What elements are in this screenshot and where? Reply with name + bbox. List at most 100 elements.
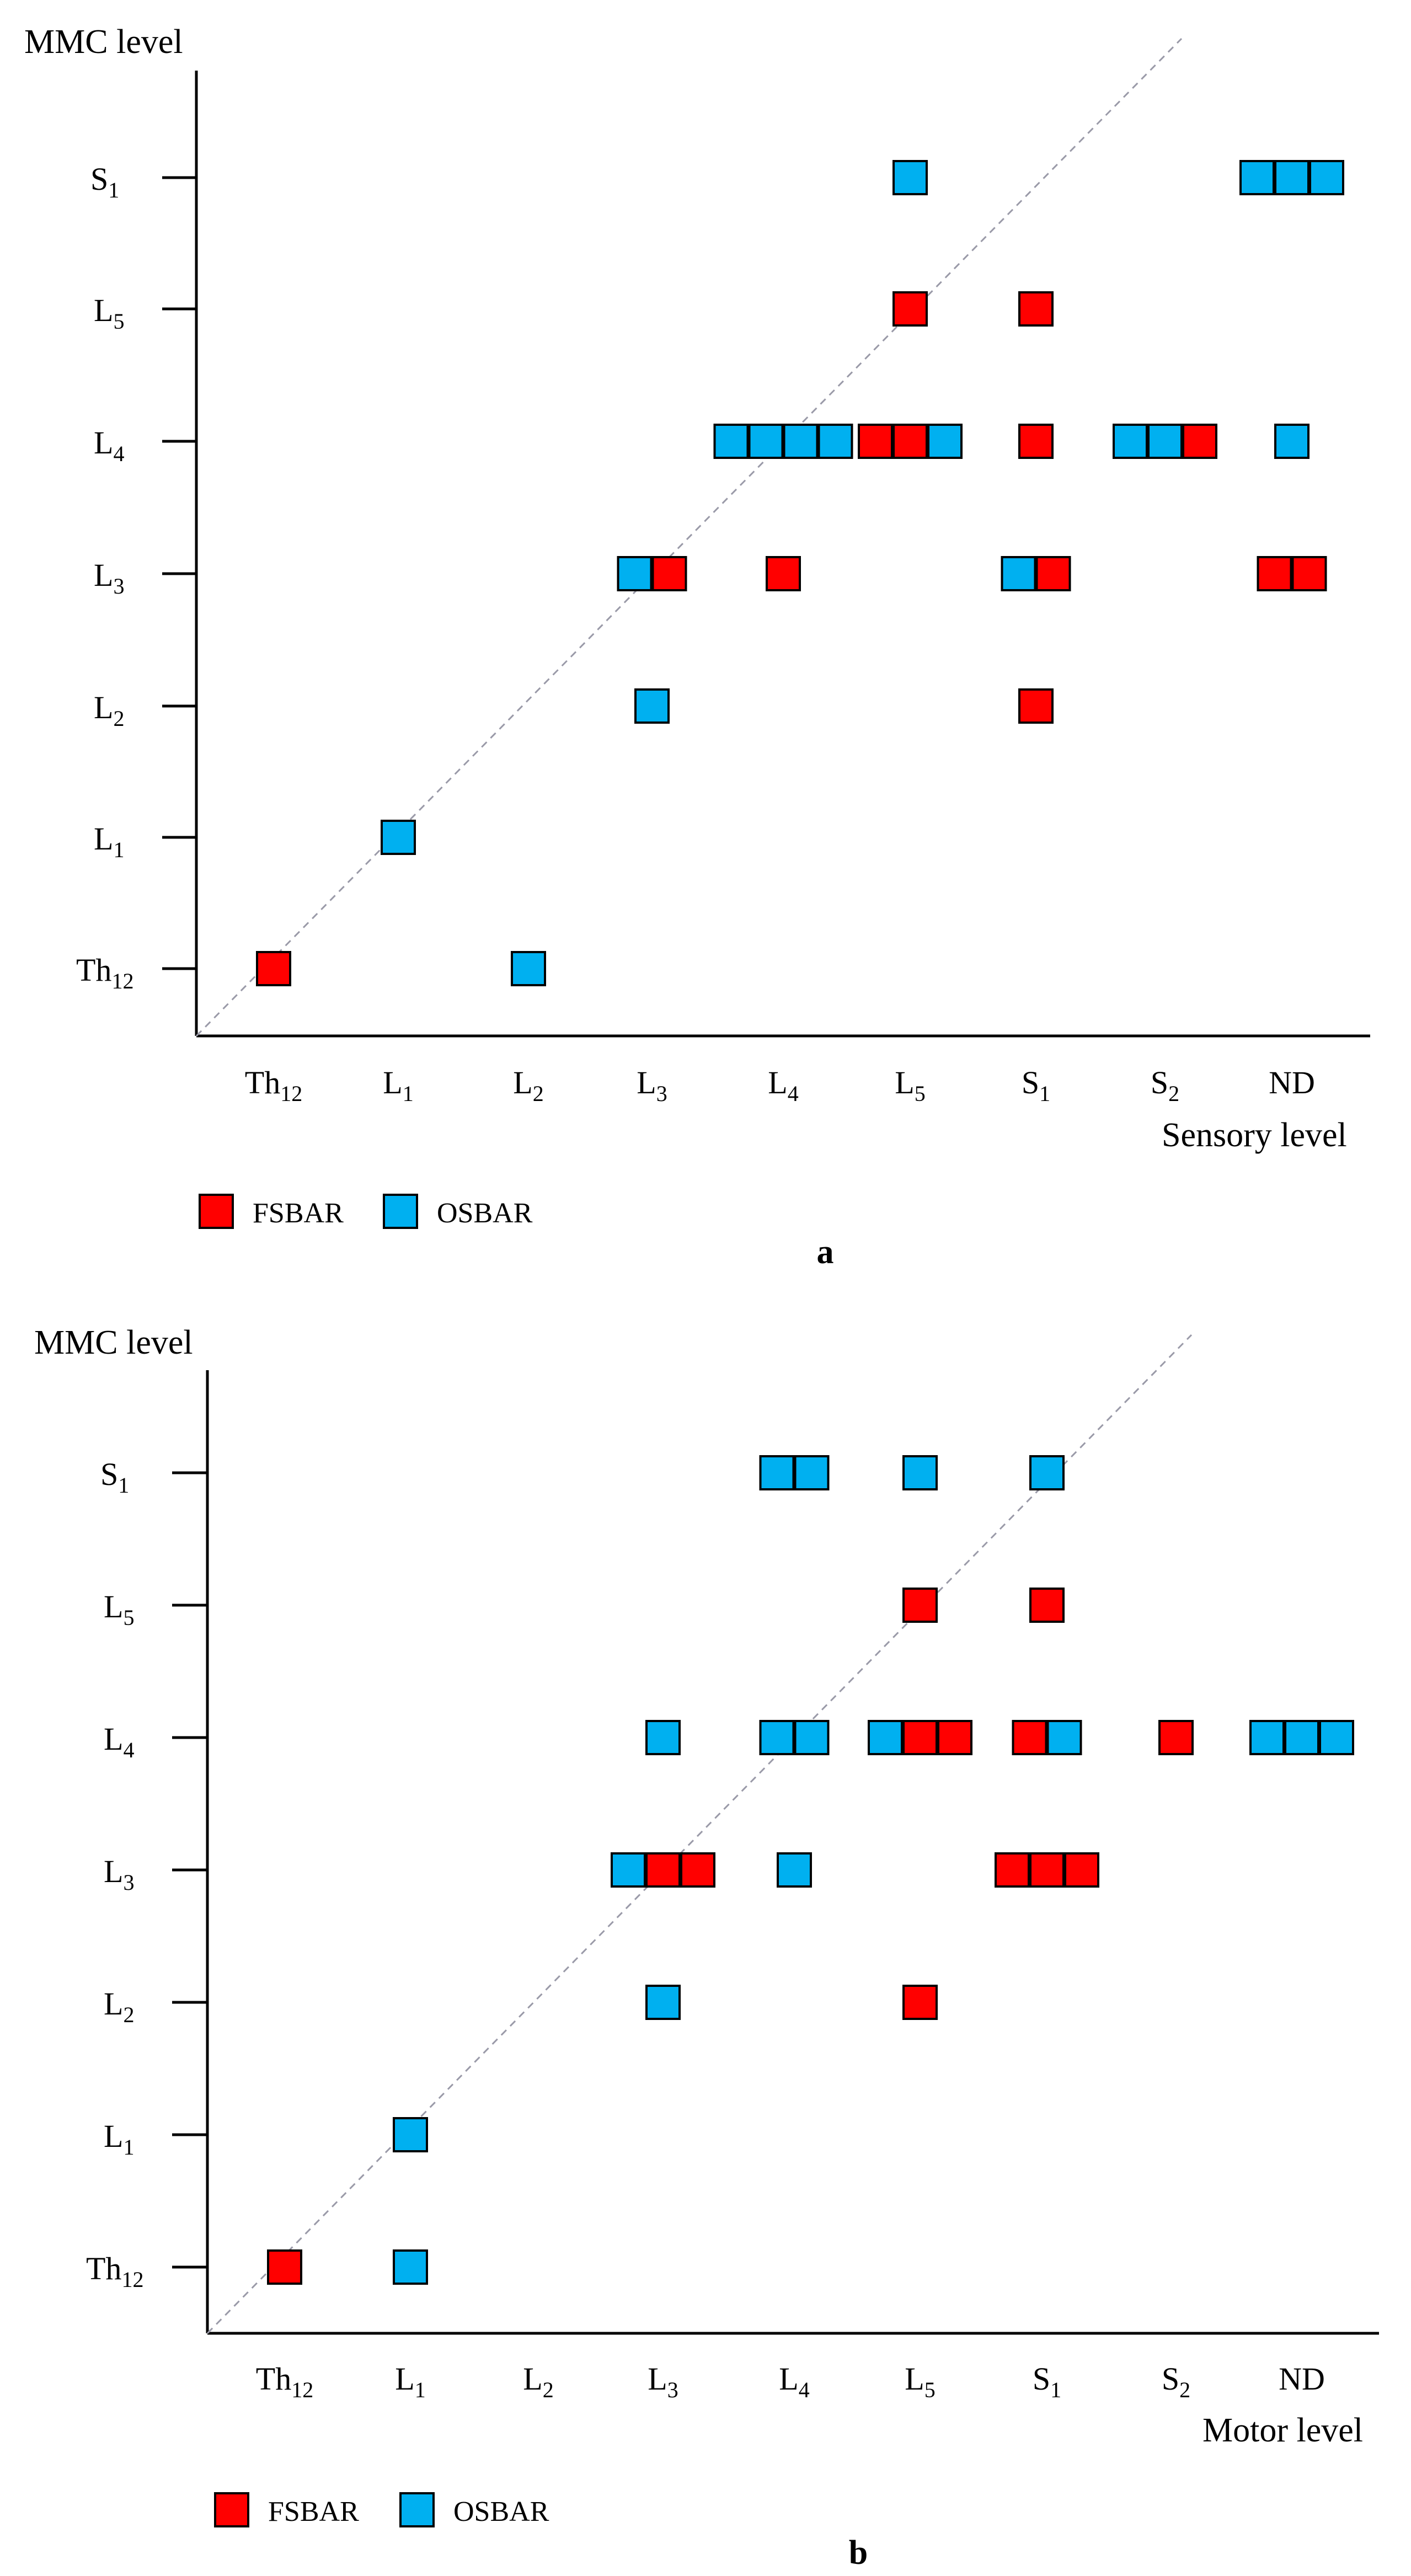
panel-b-mark-fsbar-s1-l4 xyxy=(1012,1720,1047,1755)
panel-b-mark-osbar-l4-s1 xyxy=(794,1455,830,1490)
panel-a-y-tick-label-l1: L1 xyxy=(94,821,124,862)
panel-a-mark-fsbar-l5-l5 xyxy=(892,291,928,327)
panel-a-mark-osbar-nd-s1 xyxy=(1309,160,1344,195)
panel-a-y-tick-label-l5: L5 xyxy=(94,292,124,334)
panel-a-xlabel: Sensory level xyxy=(1162,1116,1347,1154)
panel-a-mark-osbar-l4-l4 xyxy=(817,424,853,459)
panel-b-mark-fsbar-s2-l4 xyxy=(1158,1720,1194,1755)
panel-a-mark-fsbar-l5-l4 xyxy=(858,424,893,459)
panel-b-y-tick-label-l5: L5 xyxy=(104,1589,134,1630)
panel-b-mark-fsbar-s1-l3 xyxy=(1029,1852,1065,1888)
panel-b-x-tick-label-l3: L3 xyxy=(648,2361,678,2402)
panel-b-mark-fsbar-l5-l2 xyxy=(902,1985,938,2020)
panel-b-mark-osbar-l3-l3 xyxy=(611,1852,646,1888)
panel-b-y-tick-label-l4: L4 xyxy=(104,1721,134,1762)
panel-b-mark-fsbar-l5-l5 xyxy=(902,1588,938,1623)
panel-b-mark-fsbar-l3-l3 xyxy=(645,1852,681,1888)
panel-b-legend: FSBAR OSBAR xyxy=(214,2492,549,2527)
panel-a-mark-fsbar-nd-l3 xyxy=(1291,556,1327,591)
panel-a-mark-osbar-nd-s1 xyxy=(1239,160,1275,195)
panel-a-mark-fsbar-s1-l4 xyxy=(1018,424,1054,459)
panel-a-mark-osbar-l3-l2 xyxy=(634,688,670,724)
panel-a-x-tick-label-l2: L2 xyxy=(513,1065,543,1106)
panel-a-mark-osbar-l4-l4 xyxy=(783,424,819,459)
panel-a-y-tick-labels: Th12 L1 L2 L3 L4 L5 S1 xyxy=(76,161,133,993)
panel-b-mark-fsbar-s1-l5 xyxy=(1029,1588,1065,1623)
panel-b-marks xyxy=(267,1455,1354,2285)
panel-a-mark-fsbar-l5-l4 xyxy=(892,424,928,459)
panel-b-x-tick-label-s1: S1 xyxy=(1033,2361,1061,2402)
panel-b-label: b xyxy=(849,2534,868,2572)
panel-a-y-ticks xyxy=(162,176,196,970)
panel-b-mark-osbar-l1-th12 xyxy=(393,2249,428,2285)
panel-b-x-tick-label-l4: L4 xyxy=(779,2361,809,2402)
panel-b-mark-osbar-nd-l4 xyxy=(1319,1720,1354,1755)
panel-a-legend-swatch-fsbar xyxy=(199,1194,234,1229)
panel-b-y-tick-label-l1: L1 xyxy=(104,2118,134,2160)
panel-b-mark-osbar-l5-l4 xyxy=(868,1720,903,1755)
panel-b-mark-osbar-l3-l2 xyxy=(645,1985,681,2020)
panel-b-mark-osbar-nd-l4 xyxy=(1284,1720,1319,1755)
panel-b-x-tick-label-l1: L1 xyxy=(395,2361,425,2402)
panel-a-mark-osbar-s2-l4 xyxy=(1147,424,1183,459)
panel-a-mark-osbar-l5-s1 xyxy=(892,160,928,195)
panel-a-x-tick-label-l5: L5 xyxy=(895,1065,925,1106)
panel-a-mark-osbar-l3-l3 xyxy=(617,556,653,591)
panel-a-x-tick-label-l4: L4 xyxy=(768,1065,798,1106)
panel-a-mark-fsbar-l4-l3 xyxy=(766,556,801,591)
panel-a-label: a xyxy=(817,1233,834,1271)
panel-b-y-tick-label-th12: Th12 xyxy=(86,2251,143,2292)
panel-b-mark-fsbar-th12-th12 xyxy=(267,2249,302,2285)
panel-b-diagonal xyxy=(206,1334,1193,2334)
panel-a-mark-osbar-l1-l1 xyxy=(381,820,416,855)
panel-a-x-tick-label-l3: L3 xyxy=(637,1065,667,1106)
panel-b-x-tick-label-l5: L5 xyxy=(905,2361,935,2402)
panel-b-y-tick-label-l3: L3 xyxy=(104,1853,134,1895)
panel-a-diagonal xyxy=(195,38,1183,1037)
panel-a-mark-osbar-nd-s1 xyxy=(1274,160,1310,195)
panel-b-mark-osbar-l1-l1 xyxy=(393,2117,428,2152)
panel-a-x-tick-label-l1: L1 xyxy=(383,1065,413,1106)
panel-b-mark-fsbar-s1-l3 xyxy=(1064,1852,1099,1888)
panel-a-mark-fsbar-s1-l2 xyxy=(1018,688,1054,724)
panel-a-mark-fsbar-th12-th12 xyxy=(256,951,291,986)
panel-b-mark-osbar-l4-l4 xyxy=(759,1720,795,1755)
panel-a-y-tick-label-th12: Th12 xyxy=(76,952,133,993)
panel-a: MMC level Th12 L1 L2 L3 L4 L5 S1 Th12 L1… xyxy=(24,23,1370,1271)
panel-b-mark-osbar-l4-l4 xyxy=(794,1720,830,1755)
panel-a-legend-label-osbar: OSBAR xyxy=(437,1198,533,1229)
panel-a-legend: FSBAR OSBAR xyxy=(199,1194,533,1229)
panel-b: MMC level Th12 L1 L2 L3 L4 L5 S1 Th12 L1… xyxy=(34,1324,1379,2572)
panel-b-x-tick-label-l2: L2 xyxy=(523,2361,553,2402)
panel-a-legend-label-fsbar: FSBAR xyxy=(253,1198,344,1229)
panel-b-legend-swatch-fsbar xyxy=(214,2492,249,2527)
panel-b-mark-fsbar-l5-l4 xyxy=(902,1720,938,1755)
panel-b-legend-label-fsbar: FSBAR xyxy=(268,2496,359,2527)
panel-a-y-tick-label-s1: S1 xyxy=(90,161,119,202)
panel-a-mark-osbar-nd-l4 xyxy=(1274,424,1310,459)
panel-b-y-ticks xyxy=(172,1471,207,2269)
panel-b-mark-osbar-l5-s1 xyxy=(902,1455,938,1490)
panel-a-mark-fsbar-l3-l3 xyxy=(651,556,687,591)
panel-b-x-tick-label-nd: ND xyxy=(1279,2361,1325,2397)
panel-a-y-tick-label-l3: L3 xyxy=(94,557,124,598)
panel-a-x-tick-label-nd: ND xyxy=(1269,1065,1315,1100)
panel-b-legend-label-osbar: OSBAR xyxy=(453,2496,549,2527)
panel-a-mark-fsbar-nd-l3 xyxy=(1257,556,1292,591)
panel-a-mark-osbar-l2-th12 xyxy=(511,951,546,986)
panel-a-x-tick-labels: Th12 L1 L2 L3 L4 L5 S1 S2 ND xyxy=(245,1065,1315,1106)
panel-b-mark-osbar-l4-s1 xyxy=(759,1455,795,1490)
panel-b-y-tick-label-l2: L2 xyxy=(104,1986,134,2027)
panel-b-mark-fsbar-l5-l4 xyxy=(937,1720,972,1755)
panel-b-mark-osbar-s1-l4 xyxy=(1046,1720,1082,1755)
panel-b-legend-swatch-osbar xyxy=(399,2492,435,2527)
panel-a-mark-osbar-s2-l4 xyxy=(1113,424,1148,459)
panel-a-marks xyxy=(256,160,1344,986)
panel-b-mark-osbar-nd-l4 xyxy=(1249,1720,1285,1755)
panel-b-xlabel: Motor level xyxy=(1202,2412,1363,2449)
panel-a-mark-osbar-l4-l4 xyxy=(713,424,749,459)
panel-a-x-tick-label-s2: S2 xyxy=(1151,1065,1179,1106)
panel-b-mark-fsbar-l3-l3 xyxy=(680,1852,715,1888)
panel-a-mark-osbar-s1-l3 xyxy=(1001,556,1036,591)
